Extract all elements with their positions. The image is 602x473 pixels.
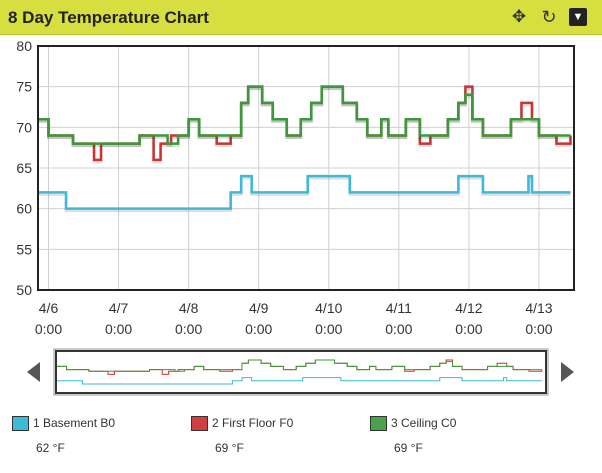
x-tick-time: 0:00: [385, 321, 412, 337]
y-tick-label: 55: [16, 241, 32, 257]
legend-label-first-floor: 2 First Floor F0: [212, 416, 294, 430]
y-tick-label: 65: [16, 160, 32, 176]
move-icon[interactable]: ✥: [511, 7, 527, 26]
legend-value-first-floor: 69 °F: [215, 441, 244, 455]
x-tick-date: 4/13: [525, 300, 552, 316]
x-tick-time: 0:00: [35, 321, 62, 337]
x-tick-time: 0:00: [175, 321, 202, 337]
x-tick-date: 4/9: [249, 300, 269, 316]
y-tick-label: 70: [16, 119, 32, 135]
y-axis-ticks: 50 55 60 65 70 75 80: [16, 38, 32, 298]
series-shadow: [38, 87, 572, 164]
chart-header: 8 Day Temperature Chart ✥ ↻ ▼: [0, 0, 602, 35]
legend-label-ceiling: 3 Ceiling C0: [391, 416, 457, 430]
x-tick-date: 4/6: [39, 300, 59, 316]
refresh-icon[interactable]: ↻: [541, 7, 557, 27]
legend-swatch-ceiling: [370, 416, 387, 431]
x-tick-date: 4/8: [179, 300, 199, 316]
series-line-3: [38, 85, 571, 145]
legend-swatch-basement: [12, 416, 29, 431]
x-tick-time: 0:00: [245, 321, 272, 337]
x-tick-date: 4/10: [315, 300, 342, 316]
chart-grid: [38, 45, 574, 291]
y-tick-label: 50: [16, 282, 32, 298]
x-axis-ticks: 4/6 0:00 4/7 0:00 4/8 0:00 4/9 0:00 4/10 0:00 4/11…: [35, 300, 553, 337]
x-tick-date: 4/12: [455, 300, 482, 316]
x-tick-time: 0:00: [105, 321, 132, 337]
scroll-left-arrow: [27, 362, 40, 382]
chart-title: 8 Day Temperature Chart: [8, 8, 209, 27]
menu-dropdown-icon[interactable]: ▼: [569, 8, 587, 26]
series-lines: [38, 85, 572, 213]
plot-border: [37, 45, 575, 291]
navigator-series-1: [57, 377, 542, 385]
navigator-window: [55, 350, 547, 394]
legend-label-basement: 1 Basement B0: [33, 416, 116, 430]
navigator-series-2: [57, 359, 543, 375]
series-shadow: [38, 87, 571, 148]
scroll-right-arrow: [561, 362, 574, 382]
legend-swatch-first-floor: [191, 416, 208, 431]
series-shadow: [38, 176, 571, 213]
navigator-lines: [57, 359, 543, 385]
series-line-1: [38, 174, 571, 210]
x-tick-date: 4/11: [386, 300, 412, 316]
y-tick-label: 75: [16, 79, 32, 95]
y-tick-label: 60: [16, 201, 32, 217]
x-tick-date: 4/7: [109, 300, 129, 316]
legend-value-basement: 62 °F: [36, 441, 65, 455]
y-tick-label: 80: [16, 38, 32, 54]
series-line-2: [38, 85, 572, 162]
x-tick-time: 0:00: [455, 321, 482, 337]
x-tick-time: 0:00: [315, 321, 342, 337]
navigator-series-3: [57, 359, 542, 372]
navigator-frame: [53, 348, 549, 396]
legend-value-ceiling: 69 °F: [394, 441, 423, 455]
x-tick-time: 0:00: [525, 321, 552, 337]
